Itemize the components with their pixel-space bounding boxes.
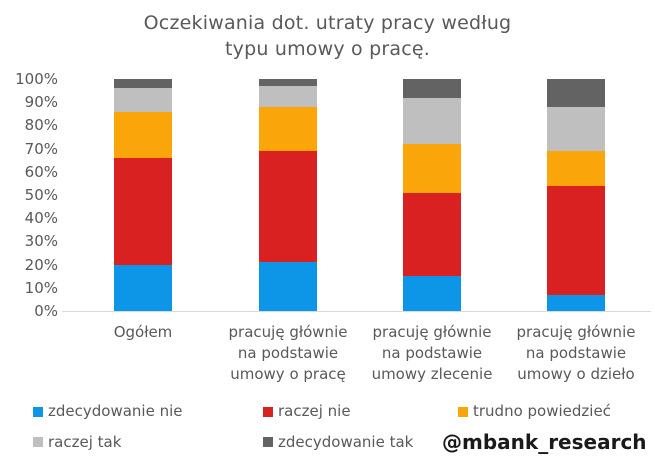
x-axis-label: pracuję głównie na podstawie umowy zlece…: [371, 323, 493, 383]
x-axis-label: pracuję głównie na podstawie umowy o pra…: [228, 323, 348, 383]
chart-title-line1: Oczekiwania dot. utraty pracy według: [143, 12, 512, 34]
bar-segment: [547, 185, 605, 295]
legend-swatch-icon: [263, 437, 273, 447]
legend-label: trudno powiedzieć: [473, 402, 611, 420]
bar-segment: [403, 79, 461, 98]
bar-segment: [259, 85, 317, 107]
bar-segment: [259, 106, 317, 151]
legend-item: raczej nie: [263, 402, 458, 421]
bar-segment: [547, 294, 605, 311]
legend-swatch-icon: [33, 437, 43, 447]
legend-label: zdecydowanie nie: [48, 402, 183, 420]
stacked-bar: [259, 79, 317, 311]
legend-item: zdecydowanie nie: [33, 402, 263, 421]
y-tick-label: 10%: [24, 278, 58, 297]
y-tick-label: 70%: [24, 139, 58, 158]
y-tick-label: 30%: [24, 232, 58, 251]
y-tick-label: 100%: [15, 70, 58, 88]
stacked-bar: [403, 79, 461, 311]
bar-segment: [403, 97, 461, 144]
bar-segment: [547, 106, 605, 151]
legend-item: raczej tak: [33, 433, 263, 452]
y-tick-label: 0%: [34, 302, 58, 320]
y-tick-label: 40%: [24, 209, 58, 228]
x-axis-line: [62, 311, 651, 312]
bar-segment: [114, 157, 172, 265]
chart-title: Oczekiwania dot. utraty pracy według typ…: [0, 10, 655, 62]
legend: zdecydowanie nie raczej nie trudno powiedz…: [33, 402, 647, 454]
bar-segment: [259, 79, 317, 86]
bar-segment: [114, 79, 172, 89]
bar-segment: [114, 88, 172, 112]
chart-title-line2: typu umowy o pracę.: [225, 38, 430, 60]
x-axis-label: pracuję głównie na podstawie umowy o dzi…: [516, 323, 636, 383]
stacked-bar: [114, 79, 172, 311]
legend-label: raczej nie: [278, 402, 351, 420]
legend-item: zdecydowanie tak: [263, 433, 458, 452]
legend-swatch-icon: [33, 406, 43, 417]
legend-item: trudno powiedzieć: [458, 402, 647, 421]
y-tick-label: 20%: [24, 255, 58, 274]
bar-segment: [114, 264, 172, 311]
stacked-bar: [547, 79, 605, 311]
bar-segment: [403, 192, 461, 277]
x-axis-label: Ogółem: [113, 323, 173, 341]
bar-segment: [403, 276, 461, 311]
legend-label: zdecydowanie tak: [278, 432, 414, 451]
y-tick-label: 50%: [24, 186, 58, 204]
y-tick-label: 60%: [24, 162, 58, 181]
bar-segment: [403, 143, 461, 193]
bar-segment: [259, 150, 317, 263]
y-tick-label: 80%: [24, 116, 58, 135]
bar-segment: [114, 111, 172, 158]
bar-segment: [259, 262, 317, 311]
y-tick-label: 90%: [24, 93, 58, 112]
legend-label: raczej tak: [48, 432, 122, 451]
watermark: @mbank_research: [442, 430, 647, 454]
legend-swatch-icon: [458, 406, 468, 417]
bar-segment: [547, 79, 605, 107]
bar-segment: [547, 150, 605, 186]
legend-swatch-icon: [263, 406, 273, 417]
